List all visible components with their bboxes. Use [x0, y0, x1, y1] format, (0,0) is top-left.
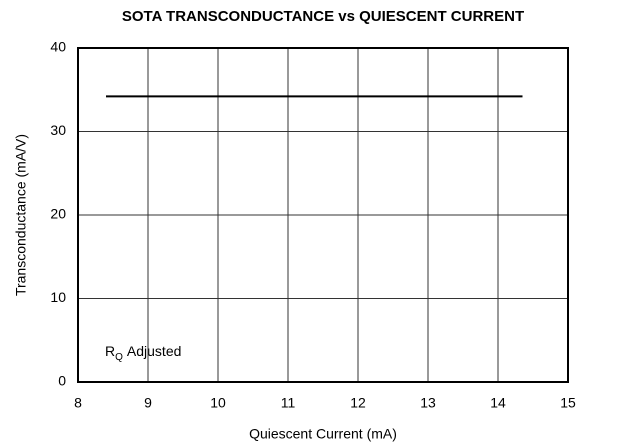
x-tick-label: 9: [144, 395, 152, 411]
y-tick-label: 40: [50, 39, 66, 55]
annotation-text: Adjusted: [127, 343, 181, 359]
annotation-base: R: [105, 343, 115, 359]
plot-frame: [77, 47, 569, 383]
x-tick-label: 10: [210, 395, 226, 411]
x-tick-label: 12: [350, 395, 366, 411]
x-axis-label: Quiescent Current (mA): [249, 426, 397, 442]
y-tick-label: 30: [50, 122, 66, 138]
x-tick-label: 11: [281, 395, 296, 411]
y-tick-label: 10: [50, 289, 66, 305]
x-tick-label: 13: [420, 395, 436, 411]
y-tick-label: 20: [50, 206, 66, 222]
annotation-sub: Q: [115, 352, 123, 363]
chart-title: SOTA TRANSCONDUCTANCE vs QUIESCENT CURRE…: [122, 8, 524, 25]
x-tick-label: 15: [560, 395, 576, 411]
annotation: RQ Adjusted: [105, 343, 181, 363]
x-tick-label: 14: [490, 395, 506, 411]
y-tick-label: 0: [58, 373, 66, 389]
x-tick-label: 8: [74, 395, 82, 411]
y-axis-label: Transconductance (mA/V): [13, 134, 29, 296]
